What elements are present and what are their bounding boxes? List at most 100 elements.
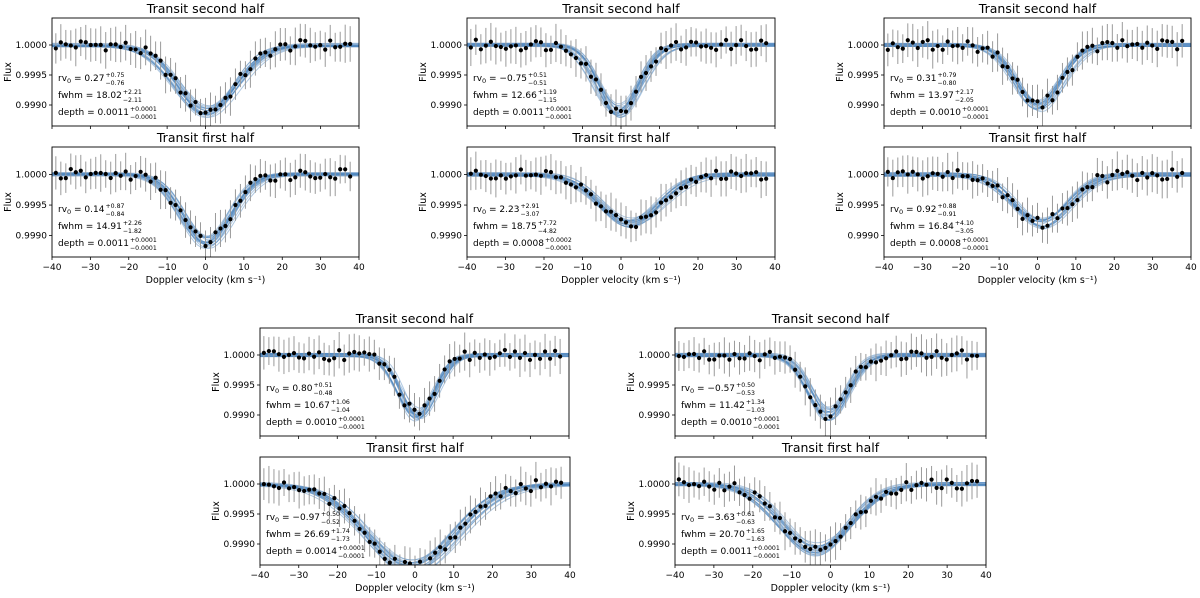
- data-point: [387, 367, 392, 372]
- annotation-depth: depth = 0.0011: [473, 108, 544, 118]
- data-point: [905, 38, 910, 43]
- data-point: [940, 174, 945, 179]
- data-point: [103, 171, 108, 177]
- data-point: [543, 168, 549, 174]
- data-point: [742, 492, 747, 498]
- data-point: [648, 64, 654, 69]
- data-point: [1170, 39, 1175, 45]
- data-point: [681, 480, 687, 485]
- axes-frame: [51, 146, 360, 258]
- data-point: [478, 504, 483, 509]
- data-point: [228, 94, 233, 99]
- axes-frame: [883, 17, 1192, 127]
- data-point: [823, 416, 828, 422]
- x-tick-label: 10: [654, 263, 666, 273]
- data-point: [583, 61, 589, 66]
- data-point: [974, 353, 980, 358]
- data-point: [553, 40, 559, 46]
- data-point: [322, 491, 327, 497]
- annotation-rv: rv0 = 2.23: [473, 205, 519, 216]
- data-point: [328, 38, 333, 43]
- y-tick-label: 0.9990: [431, 101, 463, 111]
- data-point: [930, 47, 935, 52]
- model-curve: [260, 483, 570, 565]
- data-point: [498, 44, 503, 50]
- data-point: [263, 50, 268, 55]
- panel-p4: Transit first half Flux 1.0000 0.9995 0.9990…: [3, 130, 365, 286]
- data-point: [468, 512, 473, 517]
- data-point: [1110, 40, 1115, 46]
- data-point: [318, 43, 323, 48]
- data-point: [603, 100, 609, 106]
- data-point: [352, 518, 357, 523]
- data-point: [1115, 45, 1120, 50]
- data-point: [123, 169, 128, 174]
- data-point: [276, 485, 282, 491]
- data-point: [498, 173, 503, 178]
- annotation-lower-error: −0.51: [528, 80, 547, 87]
- data-point: [397, 392, 402, 397]
- data-point: [940, 47, 945, 52]
- data-point: [683, 45, 689, 50]
- data-point: [332, 356, 337, 361]
- data-point: [944, 357, 949, 362]
- data-point: [1080, 187, 1085, 192]
- data-point: [633, 89, 639, 94]
- data-point: [118, 44, 123, 50]
- annotation-upper-error: +7.72: [538, 220, 557, 227]
- data-point: [558, 44, 564, 49]
- data-point: [803, 384, 808, 389]
- y-tick-label: 1.0000: [431, 171, 463, 181]
- data-point: [798, 538, 803, 544]
- data-point: [863, 365, 868, 370]
- data-point: [813, 544, 818, 549]
- annotation-upper-error: +1.19: [538, 89, 557, 96]
- data-point: [517, 355, 523, 360]
- data-point: [392, 556, 397, 561]
- data-point: [593, 201, 599, 206]
- data-point: [357, 351, 362, 356]
- data-point: [63, 42, 68, 47]
- data-point: [764, 41, 769, 46]
- data-point: [658, 46, 664, 51]
- data-point: [238, 71, 243, 77]
- data-point: [457, 356, 462, 361]
- data-point: [749, 171, 754, 176]
- annotation-depth: depth = 0.0010: [890, 108, 961, 118]
- data-point: [398, 567, 402, 571]
- annotation-lower-error: −1.82: [123, 228, 142, 235]
- data-point: [1045, 93, 1050, 98]
- x-tick-label: 0: [1035, 263, 1041, 273]
- data-point: [493, 491, 498, 496]
- data-point: [885, 47, 890, 52]
- data-point: [306, 351, 312, 356]
- data-point: [754, 170, 759, 175]
- data-point: [128, 46, 133, 52]
- data-point: [868, 498, 874, 503]
- data-point: [273, 47, 278, 52]
- data-point: [482, 352, 487, 357]
- data-point: [113, 42, 118, 47]
- x-tick-label: −40: [458, 263, 477, 273]
- data-point: [713, 168, 719, 173]
- y-tick-label: 0.9995: [16, 71, 48, 81]
- data-point: [253, 177, 258, 182]
- data-point: [223, 223, 228, 229]
- annotation-lower-error: −0.48: [313, 390, 332, 397]
- data-point: [311, 354, 317, 359]
- annotation-lower-error: −0.0001: [545, 245, 572, 252]
- x-tick-label: 10: [1070, 263, 1082, 273]
- data-point: [143, 172, 148, 177]
- x-tick-label: −40: [875, 263, 894, 273]
- data-point: [53, 46, 58, 51]
- data-point: [113, 170, 118, 176]
- data-point: [1085, 185, 1090, 190]
- annotation-upper-error: +2.21: [123, 89, 142, 96]
- annotation-fwhm: fwhm = 26.69: [266, 530, 330, 540]
- annotation-lower-error: −0.0001: [545, 114, 572, 121]
- data-point: [910, 169, 915, 174]
- data-point: [959, 348, 964, 353]
- data-point: [478, 47, 483, 52]
- data-point: [503, 176, 508, 181]
- data-point: [538, 485, 544, 490]
